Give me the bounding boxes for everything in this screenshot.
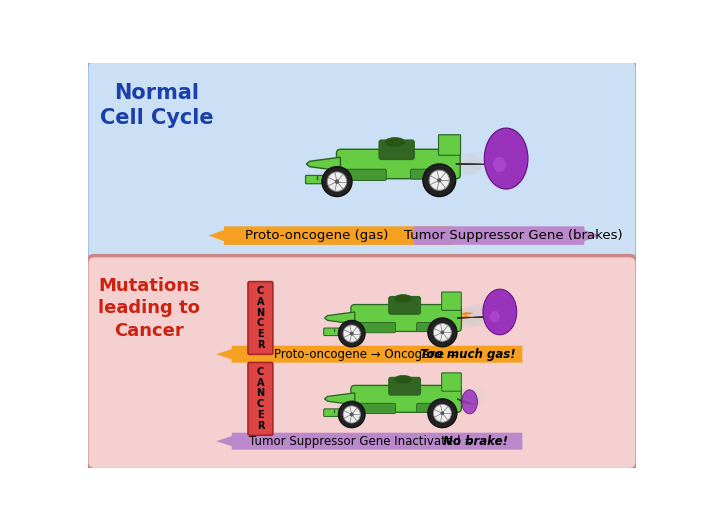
Text: C: C <box>257 318 264 328</box>
Ellipse shape <box>462 395 481 409</box>
Ellipse shape <box>462 390 477 414</box>
Text: R: R <box>257 421 264 431</box>
Circle shape <box>428 399 457 428</box>
FancyBboxPatch shape <box>356 322 396 333</box>
FancyBboxPatch shape <box>379 140 414 159</box>
FancyBboxPatch shape <box>356 403 396 413</box>
Ellipse shape <box>490 311 500 322</box>
Ellipse shape <box>453 308 480 328</box>
Text: C: C <box>257 399 264 409</box>
Ellipse shape <box>493 157 506 173</box>
Circle shape <box>428 318 457 347</box>
Text: Normal
Cell Cycle: Normal Cell Cycle <box>100 83 214 128</box>
FancyBboxPatch shape <box>389 377 421 395</box>
Text: Tumor Suppressor Gene Inactivated =: Tumor Suppressor Gene Inactivated = <box>249 434 478 448</box>
FancyBboxPatch shape <box>324 409 349 417</box>
Polygon shape <box>306 157 340 171</box>
Polygon shape <box>450 395 464 402</box>
Text: No brake!: No brake! <box>443 434 508 448</box>
FancyArrow shape <box>216 346 522 362</box>
Ellipse shape <box>452 153 481 175</box>
Text: N: N <box>257 308 264 318</box>
Circle shape <box>343 325 361 342</box>
FancyArrow shape <box>216 433 522 450</box>
Text: Proto-oncogene (gas): Proto-oncogene (gas) <box>245 229 389 242</box>
FancyBboxPatch shape <box>337 149 460 179</box>
Circle shape <box>440 411 444 415</box>
Ellipse shape <box>464 151 489 170</box>
Polygon shape <box>448 160 464 168</box>
Ellipse shape <box>464 388 486 404</box>
Ellipse shape <box>385 138 405 147</box>
Polygon shape <box>325 393 355 405</box>
Ellipse shape <box>453 389 480 409</box>
Circle shape <box>339 401 365 428</box>
Ellipse shape <box>462 314 481 328</box>
Circle shape <box>322 167 352 197</box>
FancyBboxPatch shape <box>351 386 462 412</box>
FancyBboxPatch shape <box>438 135 460 155</box>
Circle shape <box>327 172 346 191</box>
Text: Too much gas!: Too much gas! <box>421 348 516 361</box>
Circle shape <box>350 412 354 417</box>
FancyBboxPatch shape <box>409 158 450 170</box>
Text: Proto-oncogene → Oncogene =: Proto-oncogene → Oncogene = <box>274 348 461 361</box>
Ellipse shape <box>462 160 482 175</box>
Ellipse shape <box>394 295 412 303</box>
Circle shape <box>339 320 365 347</box>
FancyBboxPatch shape <box>87 60 637 266</box>
Text: R: R <box>257 340 264 350</box>
Polygon shape <box>325 312 355 324</box>
Polygon shape <box>450 312 474 323</box>
Circle shape <box>343 406 361 423</box>
Text: N: N <box>257 388 264 398</box>
Text: Tumor Suppressor Gene (brakes): Tumor Suppressor Gene (brakes) <box>404 229 622 242</box>
Circle shape <box>423 164 456 197</box>
Ellipse shape <box>394 376 412 384</box>
FancyBboxPatch shape <box>87 256 637 470</box>
Circle shape <box>433 404 451 422</box>
FancyBboxPatch shape <box>324 328 349 336</box>
FancyBboxPatch shape <box>305 175 334 184</box>
FancyBboxPatch shape <box>248 281 273 355</box>
FancyBboxPatch shape <box>411 169 451 179</box>
Text: Mutations
leading to
Cancer: Mutations leading to Cancer <box>98 277 200 340</box>
Text: C: C <box>257 286 264 296</box>
Text: C: C <box>257 367 264 377</box>
Circle shape <box>350 331 354 336</box>
Polygon shape <box>450 315 467 321</box>
Ellipse shape <box>483 289 517 335</box>
FancyBboxPatch shape <box>416 393 452 404</box>
FancyBboxPatch shape <box>416 312 452 323</box>
FancyBboxPatch shape <box>342 169 386 180</box>
Circle shape <box>433 323 451 341</box>
Text: A: A <box>257 378 264 388</box>
FancyBboxPatch shape <box>416 403 453 412</box>
FancyBboxPatch shape <box>416 322 453 331</box>
Circle shape <box>334 179 339 184</box>
Text: A: A <box>257 297 264 307</box>
Text: E: E <box>257 410 264 420</box>
FancyArrow shape <box>209 226 452 245</box>
Circle shape <box>440 330 444 335</box>
Text: E: E <box>257 329 264 339</box>
Polygon shape <box>450 397 460 401</box>
FancyBboxPatch shape <box>442 373 461 391</box>
Ellipse shape <box>464 307 486 323</box>
FancyArrow shape <box>414 226 600 245</box>
FancyBboxPatch shape <box>389 297 421 315</box>
FancyBboxPatch shape <box>248 362 273 435</box>
FancyBboxPatch shape <box>442 292 461 310</box>
Polygon shape <box>448 161 460 167</box>
Circle shape <box>429 170 450 190</box>
FancyBboxPatch shape <box>351 305 462 331</box>
Ellipse shape <box>484 128 528 189</box>
Ellipse shape <box>460 303 509 327</box>
Circle shape <box>437 178 441 183</box>
